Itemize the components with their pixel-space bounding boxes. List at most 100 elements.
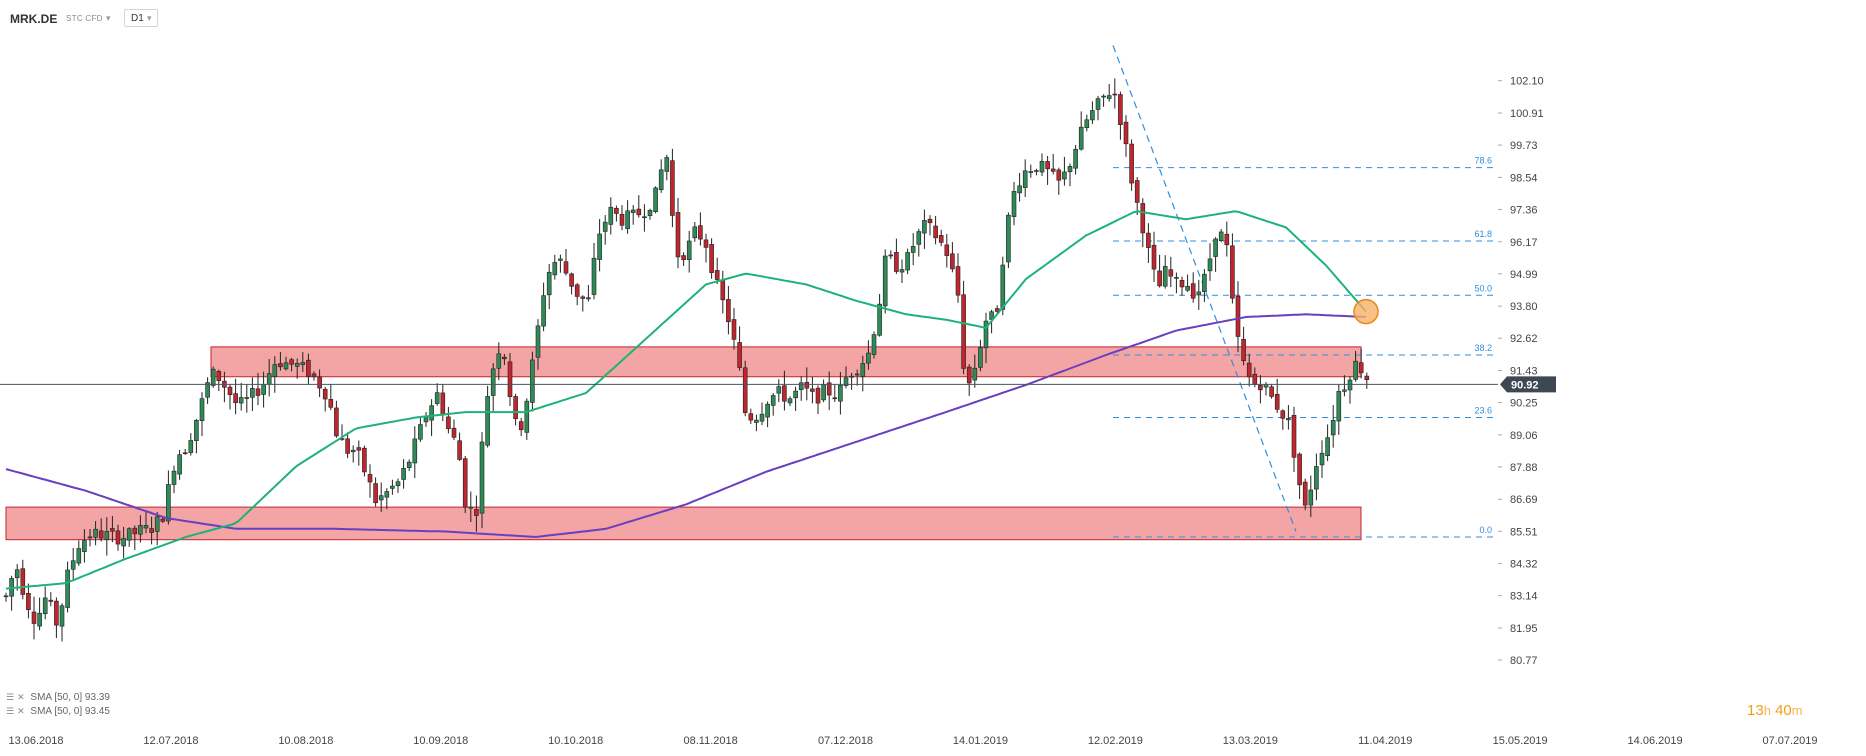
- candle-bear: [888, 254, 894, 257]
- candle-bear: [1230, 245, 1235, 299]
- candle-bear: [1252, 373, 1258, 385]
- candle-bull: [1073, 148, 1078, 169]
- candle-bear: [160, 518, 166, 522]
- candle-bull: [1336, 391, 1342, 422]
- candle-bear: [48, 599, 54, 602]
- candle-bear: [1118, 94, 1123, 125]
- candle-bull: [138, 525, 143, 535]
- candle-bear: [278, 363, 283, 368]
- sma-fast-line: [5, 210, 1367, 590]
- timer-minutes-unit: m: [1791, 703, 1803, 718]
- candle-bull: [1084, 119, 1090, 129]
- candle-bull: [1106, 95, 1112, 99]
- x-tick-label: 12.07.2018: [143, 735, 198, 747]
- current-price-value: 90.92: [1511, 379, 1539, 391]
- candle-bull: [205, 382, 210, 398]
- candle-bear: [933, 225, 938, 239]
- candle-bull: [261, 383, 266, 395]
- timeframe-select[interactable]: D1 ▾: [124, 9, 158, 27]
- candle-bull: [390, 485, 395, 489]
- candle-bear: [132, 527, 138, 535]
- candle-bull: [798, 382, 804, 390]
- candle-bear: [216, 371, 222, 382]
- x-tick-label: 14.06.2019: [1628, 735, 1683, 747]
- candle-bear: [328, 399, 334, 408]
- symbol-label[interactable]: MRK.DE: [10, 12, 58, 26]
- x-tick-label: 12.02.2019: [1088, 735, 1143, 747]
- candle-bull: [429, 405, 434, 421]
- list-icon[interactable]: ☰: [6, 692, 15, 702]
- candle-bull: [1017, 185, 1022, 194]
- list-icon[interactable]: ☰: [6, 706, 15, 716]
- candle-bull: [664, 157, 670, 172]
- candle-bull: [647, 209, 653, 216]
- chevron-down-icon[interactable]: ▾: [106, 13, 111, 23]
- candle-bear: [966, 366, 972, 384]
- candle-bull: [546, 271, 552, 296]
- candle-bull: [194, 420, 199, 441]
- candle-bear: [994, 308, 1000, 312]
- candle-bull: [597, 233, 602, 260]
- candle-bear: [1364, 375, 1370, 380]
- candle-bull: [479, 441, 485, 514]
- candle-bull: [188, 440, 194, 453]
- y-tick-label: 85.51: [1510, 526, 1538, 538]
- candle-bull: [625, 210, 630, 230]
- fib-trend-line: [1112, 45, 1297, 532]
- candle-bear: [1129, 143, 1134, 184]
- candle-bull: [1162, 266, 1168, 287]
- candle-bull: [3, 595, 9, 598]
- fib-level-label: 23.6: [1474, 405, 1492, 415]
- candle-bull: [1174, 277, 1179, 279]
- candle-bear: [619, 214, 625, 226]
- x-tick-label: 07.12.2018: [818, 735, 873, 747]
- candle-bear: [950, 253, 955, 270]
- y-tick-label: 80.77: [1510, 655, 1538, 667]
- candle-bull: [905, 252, 910, 271]
- candle-bull: [166, 484, 171, 522]
- candle-bear: [345, 438, 350, 454]
- legend-item-sma-2[interactable]: ☰ ✕ SMA [50, 0] 93.45: [6, 706, 110, 717]
- y-tick-label: 96.17: [1510, 237, 1538, 249]
- close-icon[interactable]: ✕: [17, 706, 25, 716]
- candle-bull: [821, 384, 826, 401]
- y-tick-label: 93.80: [1510, 301, 1538, 313]
- candle-bull: [1314, 466, 1319, 490]
- candle-bear: [502, 356, 507, 360]
- legend-item-sma-1[interactable]: ☰ ✕ SMA [50, 0] 93.39: [6, 692, 110, 703]
- candle-bear: [720, 280, 726, 301]
- y-tick-label: 92.62: [1510, 333, 1538, 345]
- markers-layer: [0, 298, 1498, 385]
- y-tick-label: 102.10: [1510, 76, 1544, 88]
- candle-bull: [496, 353, 502, 369]
- crossover-marker: [1353, 298, 1379, 325]
- sma-slow-line: [5, 313, 1367, 538]
- candle-bull: [384, 491, 390, 498]
- close-icon[interactable]: ✕: [17, 692, 25, 702]
- candle-bull: [854, 373, 860, 376]
- candle-bull: [401, 468, 406, 480]
- legend-params: [50, 0]: [54, 706, 83, 717]
- candle-bear: [636, 208, 642, 216]
- fib-level-label: 50.0: [1474, 283, 1492, 293]
- candle-bear: [1050, 168, 1056, 172]
- candle-bull: [1196, 291, 1202, 296]
- candle-bear: [26, 592, 31, 611]
- candle-bear: [1045, 161, 1050, 170]
- x-tick-label: 10.09.2018: [413, 735, 468, 747]
- x-tick-label: 10.08.2018: [278, 735, 333, 747]
- timer-hours-unit: h: [1763, 703, 1771, 718]
- candle-bull: [1034, 170, 1039, 172]
- candle-bull: [882, 255, 888, 307]
- candle-bull: [1022, 170, 1028, 188]
- y-tick-label: 87.88: [1510, 462, 1538, 474]
- candle-bull: [1218, 231, 1224, 241]
- candle-bull: [642, 216, 647, 219]
- legend-params: [50, 0]: [54, 692, 83, 703]
- candle-bull: [395, 481, 401, 487]
- candle-bear: [569, 273, 574, 287]
- x-tick-label: 11.04.2019: [1358, 735, 1412, 747]
- y-tick-label: 86.69: [1510, 494, 1538, 506]
- candle-bull: [42, 597, 48, 615]
